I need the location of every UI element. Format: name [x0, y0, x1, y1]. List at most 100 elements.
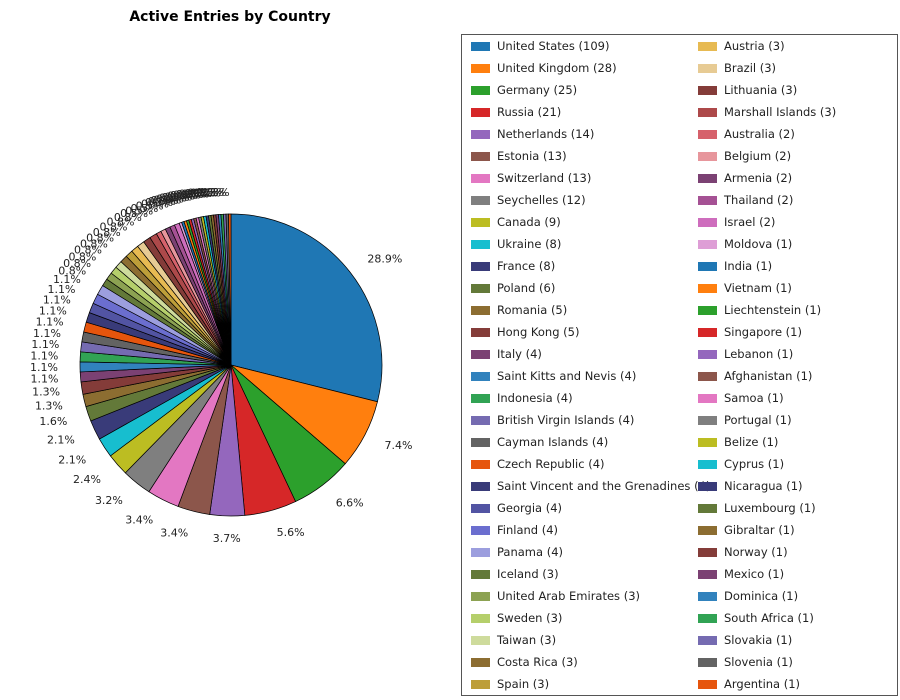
pie-percent-label: 0.3% — [164, 190, 192, 203]
legend-label: Poland (6) — [497, 281, 556, 295]
legend-label: Spain (3) — [497, 677, 550, 691]
legend-item: Moldova (1) — [698, 235, 792, 253]
legend-item: Gibraltar (1) — [698, 521, 795, 539]
legend-item: Singapore (1) — [698, 323, 802, 341]
legend-item: Saint Vincent and the Grenadines (4) — [471, 477, 710, 495]
legend-label: Vietnam (1) — [724, 281, 792, 295]
pie-percent-label: 1.1% — [31, 373, 59, 386]
pie-percent-label: 3.4% — [160, 527, 188, 540]
legend-swatch — [471, 591, 490, 601]
legend-label: Austria (3) — [724, 39, 785, 53]
pie-percent-label: 0.5% — [130, 202, 158, 215]
legend-item: Germany (25) — [471, 81, 577, 99]
pie-percent-label: 0.3% — [199, 186, 227, 199]
legend-swatch — [698, 283, 717, 293]
legend-item: Cyprus (1) — [698, 455, 784, 473]
legend-swatch — [698, 151, 717, 161]
pie-percent-label: 6.6% — [336, 497, 364, 510]
legend-swatch — [698, 613, 717, 623]
legend-label: Slovenia (1) — [724, 655, 793, 669]
legend-label: Indonesia (4) — [497, 391, 573, 405]
legend-label: Samoa (1) — [724, 391, 784, 405]
legend-label: Gibraltar (1) — [724, 523, 795, 537]
legend-label: Dominica (1) — [724, 589, 799, 603]
pie-percent-label: 0.5% — [136, 200, 164, 213]
legend-item: Sweden (3) — [471, 609, 562, 627]
legend-swatch — [698, 63, 717, 73]
legend-item: Dominica (1) — [698, 587, 798, 605]
legend-swatch — [471, 327, 490, 337]
chart-title: Active Entries by Country — [129, 9, 331, 25]
pie-percent-label: 0.8% — [68, 250, 96, 263]
legend-item: Marshall Islands (3) — [698, 103, 836, 121]
legend-swatch — [698, 437, 717, 447]
legend-swatch — [698, 327, 717, 337]
legend-swatch — [471, 195, 490, 205]
pie-percent-label: 0.3% — [179, 188, 207, 201]
pie-percent-label: 1.1% — [53, 273, 81, 286]
legend-swatch — [698, 459, 717, 469]
pie-percent-label: 0.3% — [151, 194, 179, 207]
pie-percent-label: 1.1% — [30, 350, 58, 363]
legend-label: Israel (2) — [724, 215, 776, 229]
legend-swatch — [471, 547, 490, 557]
legend-item: Portugal (1) — [698, 411, 792, 429]
legend-item: Samoa (1) — [698, 389, 784, 407]
legend-label: Panama (4) — [497, 545, 563, 559]
legend-swatch — [698, 679, 717, 689]
legend-label: Lithuania (3) — [724, 83, 798, 97]
legend-item: Lithuania (3) — [698, 81, 797, 99]
legend-item: Mexico (1) — [698, 565, 784, 583]
pie-percent-label: 0.5% — [141, 198, 169, 211]
pie-percent-label: 1.1% — [43, 294, 71, 307]
pie-percent-label: 1.3% — [32, 386, 60, 399]
pie-percent-label: 0.8% — [86, 231, 114, 244]
legend-label: Estonia (13) — [497, 149, 567, 163]
legend-item: Saint Kitts and Nevis (4) — [471, 367, 636, 385]
pie-percent-label: 2.4% — [73, 473, 101, 486]
legend-item: Austria (3) — [698, 37, 785, 55]
legend-swatch — [471, 129, 490, 139]
legend-swatch — [471, 41, 490, 51]
legend-label: Hong Kong (5) — [497, 325, 580, 339]
legend-swatch — [698, 305, 717, 315]
legend-item: Poland (6) — [471, 279, 555, 297]
legend-swatch — [471, 151, 490, 161]
legend-swatch — [471, 107, 490, 117]
legend-item: Estonia (13) — [471, 147, 567, 165]
legend-swatch — [698, 85, 717, 95]
legend-item: Panama (4) — [471, 543, 563, 561]
legend-swatch — [471, 635, 490, 645]
legend-swatch — [698, 195, 717, 205]
legend-swatch — [698, 393, 717, 403]
pie-percent-label: 0.3% — [181, 187, 209, 200]
legend-label: United Kingdom (28) — [497, 61, 617, 75]
legend-swatch — [471, 437, 490, 447]
legend-label: Belize (1) — [724, 435, 779, 449]
legend-label: Thailand (2) — [724, 193, 794, 207]
legend-item: Iceland (3) — [471, 565, 559, 583]
legend-item: Netherlands (14) — [471, 125, 594, 143]
legend-swatch — [471, 481, 490, 491]
legend-item: Belize (1) — [698, 433, 778, 451]
legend-item: South Africa (1) — [698, 609, 814, 627]
legend-swatch — [698, 415, 717, 425]
pie-percent-label: 1.1% — [48, 283, 76, 296]
legend-swatch — [698, 41, 717, 51]
legend-swatch — [698, 239, 717, 249]
pie-percent-label: 0.5% — [125, 205, 153, 218]
legend-swatch — [471, 217, 490, 227]
legend-item: Norway (1) — [698, 543, 788, 561]
legend-swatch — [698, 481, 717, 491]
pie-percent-label: 0.8% — [107, 215, 135, 228]
legend-label: Finland (4) — [497, 523, 559, 537]
legend-label: Germany (25) — [497, 83, 578, 97]
legend-swatch — [698, 525, 717, 535]
legend-item: Cayman Islands (4) — [471, 433, 608, 451]
legend-item: Luxembourg (1) — [698, 499, 816, 517]
pie-slice — [228, 213, 232, 366]
legend-item: Hong Kong (5) — [471, 323, 579, 341]
legend-item: Finland (4) — [471, 521, 558, 539]
legend-item: Argentina (1) — [698, 675, 800, 693]
legend-swatch — [471, 283, 490, 293]
